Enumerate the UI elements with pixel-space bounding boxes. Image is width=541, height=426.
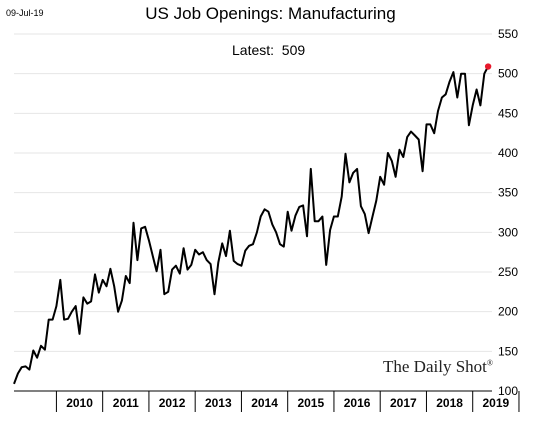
y-tick-label-350: 350 [498, 186, 518, 200]
y-tick-label-550: 550 [498, 27, 518, 41]
y-axis-ticks: 100 150 200 250 300 350 400 450 500 550 [498, 27, 518, 398]
x-tick-label-2013: 2013 [205, 396, 232, 410]
y-tick-label-100: 100 [498, 384, 518, 398]
y-tick-label-250: 250 [498, 265, 518, 279]
gridlines [14, 33, 492, 352]
y-tick-label-400: 400 [498, 146, 518, 160]
y-tick-label-500: 500 [498, 67, 518, 81]
series-line [13, 66, 489, 385]
x-tick-label-2012: 2012 [159, 396, 186, 410]
y-tick-label-300: 300 [498, 225, 518, 239]
y-tick-label-150: 150 [498, 344, 518, 358]
date-stamp: 09-Jul-19 [6, 8, 44, 18]
x-tick-label-2011: 2011 [113, 396, 139, 410]
y-tick-label-200: 200 [498, 305, 518, 319]
x-tick-label-2010: 2010 [66, 396, 93, 410]
brand-logo: The Daily Shot® [383, 357, 493, 377]
chart-title: US Job Openings: Manufacturing [145, 4, 396, 23]
x-tick-label-2014: 2014 [251, 396, 278, 410]
brand-name: The Daily Shot [383, 357, 487, 376]
x-tick-label-2019: 2019 [482, 396, 509, 410]
plot-area [13, 63, 492, 385]
registered-mark: ® [486, 358, 493, 368]
x-tick-label-2015: 2015 [297, 396, 324, 410]
x-tick-label-2016: 2016 [344, 396, 371, 410]
x-tick-label-2017: 2017 [390, 396, 417, 410]
latest-point-marker [484, 63, 492, 70]
latest-value-label: Latest: 509 [232, 42, 306, 58]
x-tick-label-2018: 2018 [436, 396, 463, 410]
y-tick-label-450: 450 [498, 106, 518, 120]
x-axis: 2010 2011 2012 2013 2014 2015 2016 2017 2018 2019 [14, 390, 520, 412]
